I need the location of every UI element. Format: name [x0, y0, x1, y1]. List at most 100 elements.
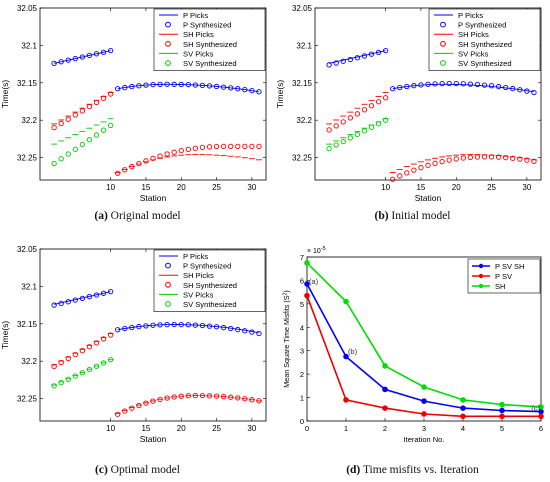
legend-label: SH Synthesized: [183, 281, 237, 290]
y-tick-label: 32.05: [17, 4, 38, 13]
data-point: [65, 116, 71, 122]
data-point: [499, 401, 505, 408]
y-tick-label: 32.25: [292, 154, 313, 163]
legend-label: SH Picks: [183, 271, 214, 280]
data-point: [178, 148, 184, 154]
data-point: [122, 167, 128, 173]
x-tick-label: 20: [177, 424, 186, 433]
data-point: [418, 164, 424, 171]
data-point: [143, 323, 149, 329]
legend-label: P Picks: [183, 11, 208, 20]
data-point: [157, 81, 163, 88]
data-point: [178, 81, 184, 88]
data-point: [354, 55, 361, 61]
data-point: [213, 83, 220, 90]
data-point: [499, 407, 505, 414]
legend-marker: [165, 301, 171, 307]
data-point: [439, 158, 445, 165]
x-axis-label: Station: [415, 193, 442, 203]
x-tick-label: 3: [422, 424, 426, 433]
x-tick-label: 0: [305, 424, 309, 433]
y-axis-label: Time(s): [275, 80, 285, 109]
legend-marker: [165, 21, 171, 28]
legend-marker: [478, 263, 484, 269]
data-point: [206, 393, 213, 399]
data-point: [488, 83, 495, 89]
data-point: [347, 135, 353, 141]
data-point: [411, 82, 417, 89]
data-point: [199, 322, 206, 329]
legend-label: SV Synthesized: [458, 59, 512, 68]
data-point: [136, 323, 142, 330]
y-axis-label-close: ): [282, 290, 291, 292]
y-tick-label: 0: [300, 417, 304, 426]
data-point: [304, 292, 310, 299]
data-point: [51, 60, 57, 66]
data-point: [213, 324, 220, 330]
x-tick-label: 4: [461, 424, 465, 433]
data-point: [256, 143, 262, 149]
data-point: [136, 160, 142, 167]
data-point: [333, 123, 339, 129]
data-point: [467, 81, 474, 87]
data-point: [65, 151, 71, 157]
data-point: [340, 138, 346, 145]
data-point: [199, 82, 206, 89]
data-point: [361, 107, 368, 113]
data-point: [488, 154, 495, 160]
data-point: [72, 112, 78, 118]
data-point: [136, 83, 142, 89]
legend-marker: [165, 60, 171, 66]
caption-b-text: Initial model: [391, 210, 451, 222]
data-point: [129, 83, 135, 90]
data-point: [397, 84, 403, 91]
panel-original-model: 10 15 20 25 30 32.05 32.1 32.15 32.2 32.25 Station…: [0, 0, 275, 235]
data-point: [192, 145, 199, 151]
y-tick-label: 32.05: [292, 4, 313, 13]
legend-label: P SV: [495, 272, 512, 281]
panel-initial-model: 10 15 20 25 30 32.05 32.1 32.15 32.2 32.25 Station…: [275, 0, 550, 235]
data-point: [185, 393, 191, 399]
y-tick-label: 32.2: [21, 357, 37, 366]
data-point: [79, 108, 86, 114]
y-tick-label: 32.25: [17, 395, 38, 404]
data-point: [531, 89, 537, 96]
data-point: [157, 396, 163, 403]
data-point: [93, 340, 100, 346]
data-point: [382, 386, 388, 393]
y-axis-label-superscript: 2: [283, 292, 289, 295]
data-point: [481, 154, 488, 160]
chart-optimal-model: 10 15 20 25 30 32.05 32.1 32.15 32.2 32.25 Station…: [0, 245, 267, 444]
legend-label: SH Synthesized: [183, 40, 237, 49]
x-tick-label: 30: [247, 424, 256, 433]
data-point: [228, 85, 234, 91]
caption-b: (b) Initial model: [275, 210, 550, 222]
data-point: [495, 83, 502, 90]
data-point: [107, 288, 114, 295]
y-tick-label: 7: [300, 253, 304, 262]
data-point: [192, 322, 199, 328]
data-point: [382, 95, 389, 101]
data-point: [421, 384, 427, 390]
data-point: [524, 88, 530, 94]
data-point: [524, 157, 530, 163]
y-tick-label: 32.15: [17, 320, 38, 329]
legend-label: P SV SH: [495, 262, 524, 271]
x-axis-label: Station: [140, 193, 167, 203]
data-point: [228, 394, 234, 400]
data-point: [58, 120, 64, 127]
x-tick-label: 15: [416, 183, 425, 192]
data-point: [86, 103, 93, 110]
data-point: [86, 294, 93, 300]
data-point: [100, 360, 107, 366]
data-point: [150, 155, 156, 161]
y-scale-exponent: -5: [321, 246, 326, 252]
data-point: [171, 321, 177, 328]
caption-b-label: (b): [374, 210, 389, 222]
data-point: [361, 53, 368, 59]
y-axis-label: Time(s): [0, 80, 10, 109]
data-point: [368, 124, 375, 130]
y-tick-label: 32.1: [296, 41, 312, 50]
caption-a: (a) Original model: [0, 210, 275, 222]
data-point: [72, 373, 78, 379]
